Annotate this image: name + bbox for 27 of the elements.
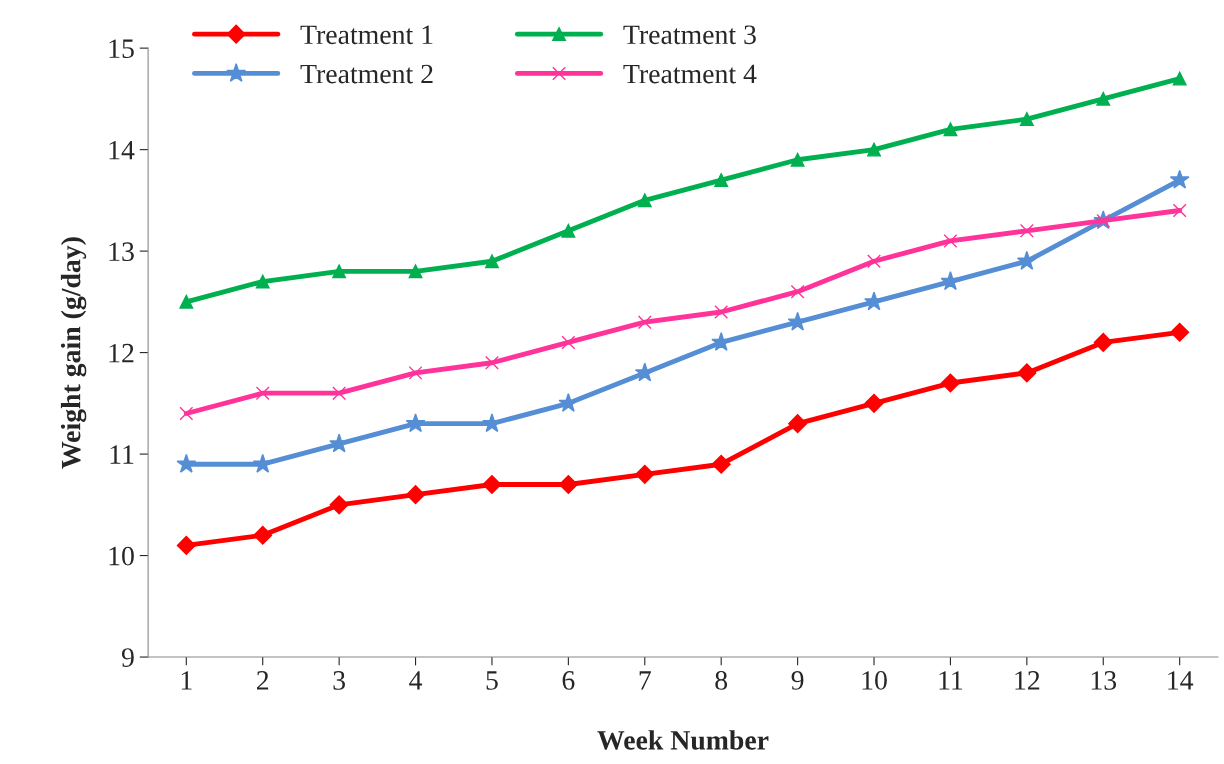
x-tick-label: 2 [257,671,269,690]
y-axis-title: Weight gain (g/day) [60,237,87,469]
x-tick-label: 8 [715,671,728,690]
y-tick-label: 11 [110,445,134,464]
x-tick-label: 12 [1015,671,1040,690]
legend-label: Treatment 3 [623,25,756,45]
x-tick-label: 11 [939,671,963,690]
legend-label: Treatment 1 [300,25,433,45]
x-tick-label: 10 [862,671,887,690]
x-tick-label: 6 [562,671,575,690]
x-tick-label: 14 [1168,671,1194,690]
y-tick-label: 9 [121,648,134,667]
x-tick-label: 1 [181,671,192,690]
y-tick-label: 12 [109,343,134,363]
x-tick-label: 7 [639,671,651,690]
x-tick-label: 5 [486,671,498,690]
legend-label: Treatment 4 [623,64,757,84]
y-tick-label: 15 [109,39,134,59]
x-tick-label: 4 [409,671,423,690]
y-tick-label: 10 [109,546,134,566]
x-axis-title: Week Number [597,730,769,750]
legend-label: Treatment 2 [300,64,433,84]
x-tick-label: 9 [791,671,804,690]
y-tick-label: 13 [109,242,134,262]
x-tick-label: 3 [333,671,345,690]
y-tick-label: 14 [109,140,135,160]
x-tick-label: 13 [1091,671,1117,690]
